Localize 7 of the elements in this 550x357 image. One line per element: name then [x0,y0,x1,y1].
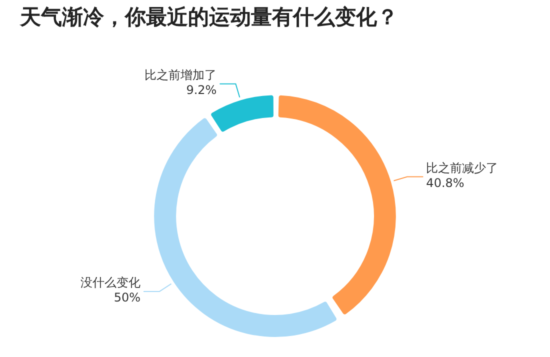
data-label: 9.2% [186,83,217,98]
data-label: 40.8% [426,176,464,190]
chart-title: 天气渐冷，你最近的运动量有什么变化？ [19,5,398,30]
slice-label: 比之前增加了 [144,68,217,82]
slice-label: 没什么变化 [80,276,141,290]
data-label: 50% [114,290,141,305]
slice-label: 比之前减少了 [426,160,498,175]
